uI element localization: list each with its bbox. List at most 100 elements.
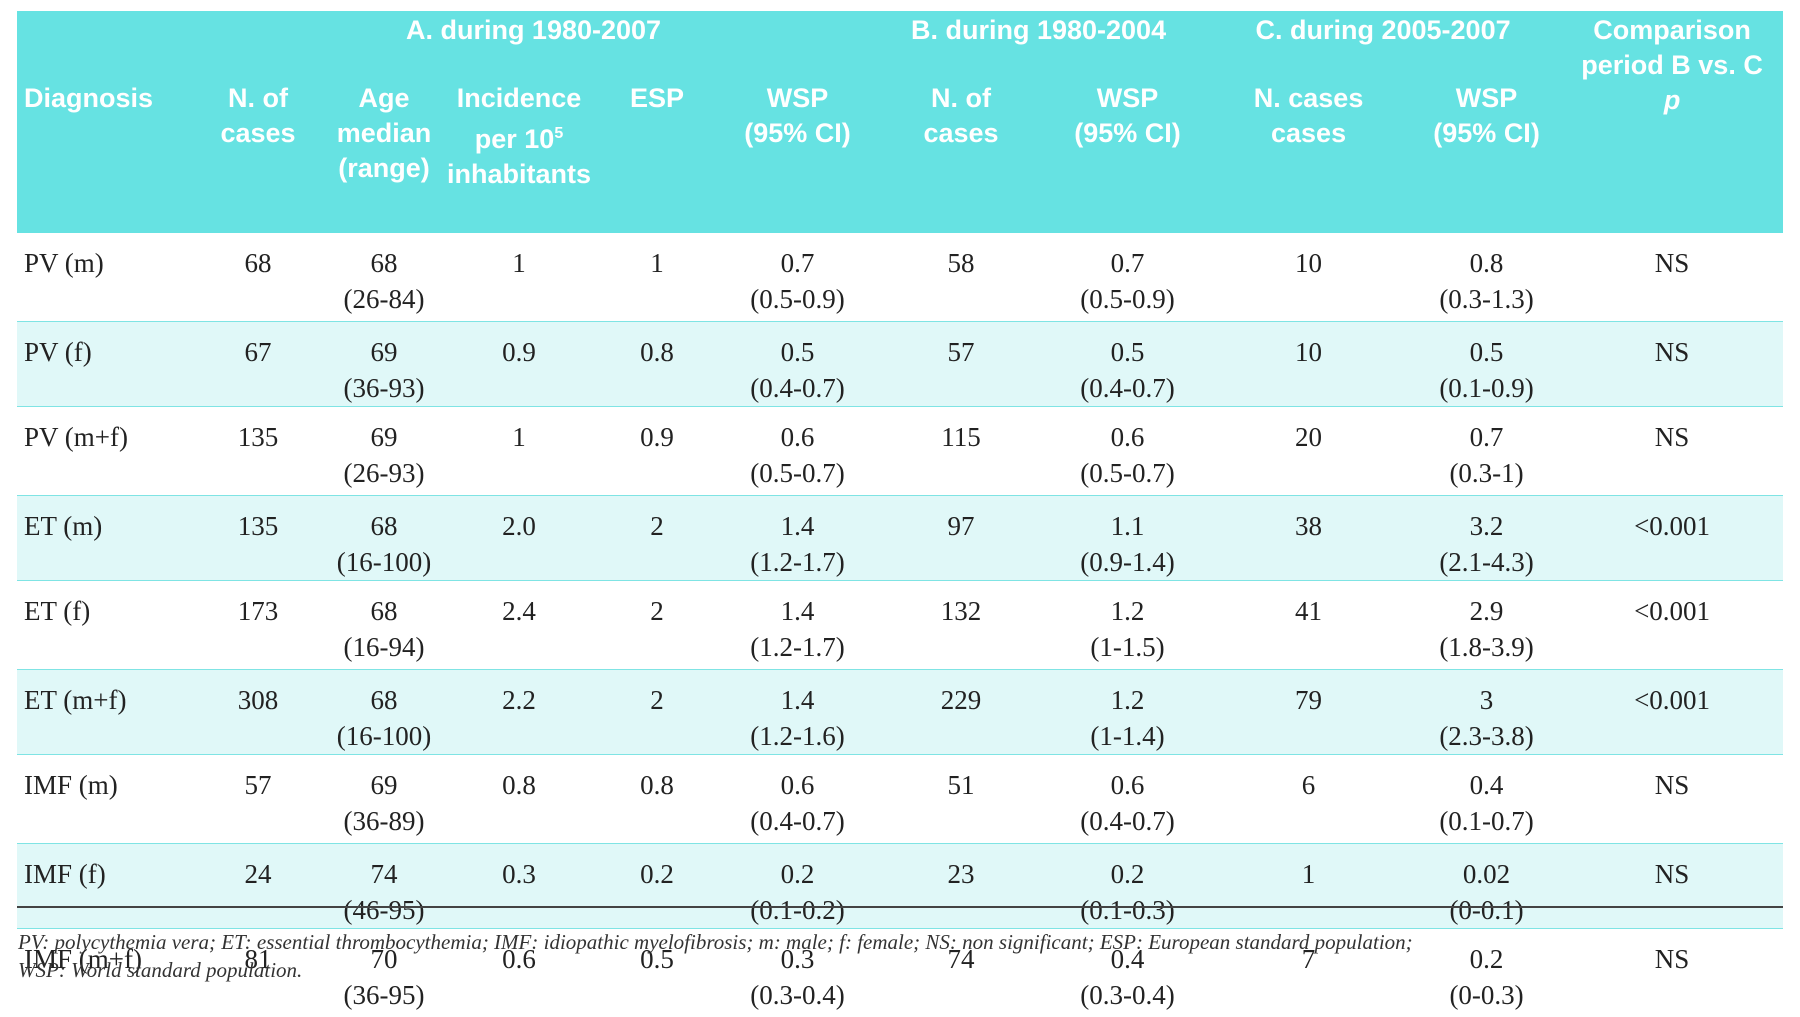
cell-line: 68 (321, 245, 447, 281)
cell-line: (1.2-1.6) (723, 718, 872, 754)
cell: 69(26-93) (321, 407, 447, 496)
cell-line: 0.6 (1050, 767, 1205, 803)
cell: ET (m+f) (17, 670, 195, 755)
column-header-line: Incidence (447, 81, 591, 116)
footnote-rule (17, 906, 1783, 908)
cell-line: (2.1-4.3) (1412, 544, 1561, 580)
cell: 1.4(1.2-1.7) (723, 496, 872, 581)
cell: 38 (1205, 496, 1412, 581)
column-header-line: median (321, 116, 447, 151)
column-header-line: (95% CI) (723, 116, 872, 151)
cell-line: 0.4 (1412, 767, 1561, 803)
cell: PV (m) (17, 233, 195, 322)
cell: 1 (447, 233, 591, 322)
cell: ET (m) (17, 496, 195, 581)
cell-line: 0.7 (1050, 245, 1205, 281)
cell: 0.6(0.4-0.7) (723, 755, 872, 844)
cell: NS (1561, 407, 1783, 496)
cell: 23 (872, 844, 1050, 929)
column-header-line: WSP (723, 81, 872, 116)
column-header-line: WSP (1050, 81, 1205, 116)
cell: 1.1(0.9-1.4) (1050, 496, 1205, 581)
cell: 97 (872, 496, 1050, 581)
cell: NS (1561, 929, 1783, 1017)
column-header: WSP(95% CI) (723, 49, 872, 233)
column-header-line: N. cases (1205, 81, 1412, 116)
cell: NS (1561, 233, 1783, 322)
cell: 2 (591, 581, 723, 670)
cell: 57 (195, 755, 321, 844)
cell: 1.2(1-1.5) (1050, 581, 1205, 670)
cell-line: 1.1 (1050, 508, 1205, 544)
cell-line: (16-100) (321, 544, 447, 580)
cell-line: 3 (1412, 682, 1561, 718)
cell-line: 0.2 (1412, 941, 1561, 977)
cell-line: 68 (321, 682, 447, 718)
column-header-line: (95% CI) (1412, 116, 1561, 151)
cell: 0.8 (447, 755, 591, 844)
cell-line: 0.2 (723, 856, 872, 892)
cell: 0.5(0.4-0.7) (1050, 322, 1205, 407)
cell: 69(36-93) (321, 322, 447, 407)
cell-line: 0.2 (1050, 856, 1205, 892)
cell: 79 (1205, 670, 1412, 755)
cell-line: (0-0.3) (1412, 977, 1561, 1013)
cell-line: 3.2 (1412, 508, 1561, 544)
cell: <0.001 (1561, 496, 1783, 581)
cell: 58 (872, 233, 1050, 322)
cell-line: (0.5-0.7) (723, 455, 872, 491)
cell-line: 0.7 (723, 245, 872, 281)
footnote-line: PV: polycythemia vera; ET: essential thr… (18, 928, 1413, 956)
cell: 20 (1205, 407, 1412, 496)
cell-line: (0.5-0.7) (1050, 455, 1205, 491)
cell-line: (0.1-0.7) (1412, 803, 1561, 839)
cell-line: (0.1-0.3) (1050, 892, 1205, 928)
cell-line: 0.6 (1050, 419, 1205, 455)
cell: 2 (591, 670, 723, 755)
cell: 0.02(0-0.1) (1412, 844, 1561, 929)
column-header-line: inhabitants (447, 157, 591, 192)
cell: 3.2(2.1-4.3) (1412, 496, 1561, 581)
cell: 3(2.3-3.8) (1412, 670, 1561, 755)
cell: 51 (872, 755, 1050, 844)
cell: <0.001 (1561, 581, 1783, 670)
cell: 0.5(0.1-0.9) (1412, 322, 1561, 407)
cell-line: (26-93) (321, 455, 447, 491)
cell-line: (1-1.5) (1050, 629, 1205, 665)
column-header-line: cases (872, 116, 1050, 151)
cell-line: (36-89) (321, 803, 447, 839)
cell: NS (1561, 322, 1783, 407)
cell-line: 68 (321, 593, 447, 629)
cell: NS (1561, 755, 1783, 844)
cell-line: 0.5 (723, 334, 872, 370)
cell: 0.2(0-0.3) (1412, 929, 1561, 1017)
cell: ET (f) (17, 581, 195, 670)
cell-line: 68 (321, 508, 447, 544)
cell-line: (1.8-3.9) (1412, 629, 1561, 665)
spacer (17, 11, 195, 49)
cell: 0.3 (447, 844, 591, 929)
cell-line: 1.2 (1050, 593, 1205, 629)
cell: 74(46-95) (321, 844, 447, 929)
cell: 0.2 (591, 844, 723, 929)
cell: 2 (591, 496, 723, 581)
column-header-line: N. of (872, 81, 1050, 116)
cell-line: (0.1-0.2) (723, 892, 872, 928)
cell: 2.4 (447, 581, 591, 670)
cell-line: 69 (321, 419, 447, 455)
column-header-line: cases (1205, 116, 1412, 151)
comparison-line: p (1664, 85, 1681, 115)
cell-line: (0.4-0.7) (723, 803, 872, 839)
cell: 1 (1205, 844, 1412, 929)
cell-line: 1.4 (723, 508, 872, 544)
cell: 0.8(0.3-1.3) (1412, 233, 1561, 322)
cell: PV (m+f) (17, 407, 195, 496)
